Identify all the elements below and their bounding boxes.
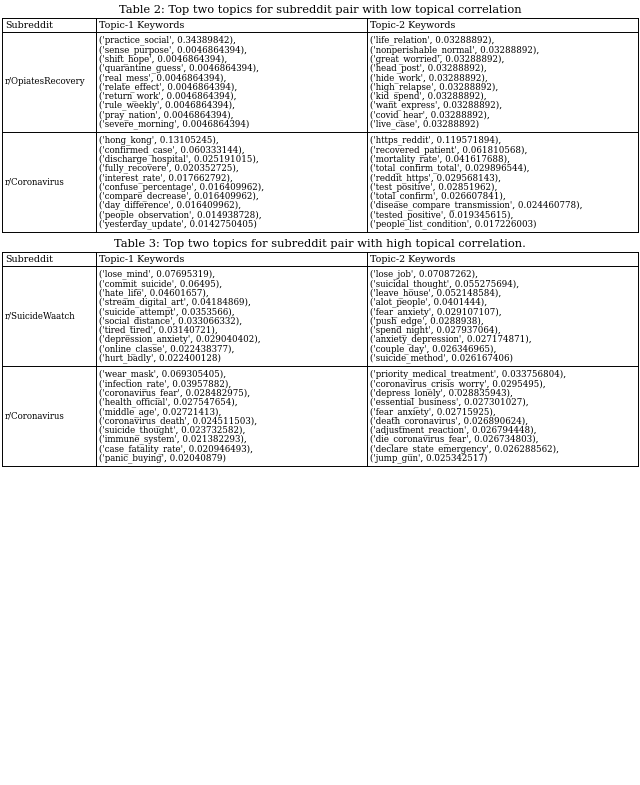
Text: ('want_express', 0.03288892),: ('want_express', 0.03288892), bbox=[370, 100, 502, 111]
Text: ('quarantine_guess', 0.0046864394),: ('quarantine_guess', 0.0046864394), bbox=[99, 64, 259, 73]
Text: ('jump_gun', 0.025342517): ('jump_gun', 0.025342517) bbox=[370, 453, 488, 463]
Text: ('severe_morning', 0.0046864394): ('severe_morning', 0.0046864394) bbox=[99, 119, 250, 129]
Text: ('stream_digital_art', 0.04184869),: ('stream_digital_art', 0.04184869), bbox=[99, 298, 251, 307]
Text: ('wear_mask', 0.069305405),: ('wear_mask', 0.069305405), bbox=[99, 370, 227, 379]
Text: ('immune_system', 0.021382293),: ('immune_system', 0.021382293), bbox=[99, 435, 247, 444]
Text: Subreddit: Subreddit bbox=[5, 254, 53, 264]
Text: ('nonperishable_normal', 0.03288892),: ('nonperishable_normal', 0.03288892), bbox=[370, 45, 540, 55]
Text: ('lose_job', 0.07087262),: ('lose_job', 0.07087262), bbox=[370, 269, 478, 279]
Text: ('discharge_hospital', 0.025191015),: ('discharge_hospital', 0.025191015), bbox=[99, 154, 259, 164]
Text: ('die_coronavirus_fear', 0.026734803),: ('die_coronavirus_fear', 0.026734803), bbox=[370, 435, 539, 444]
Text: ('sense_purpose', 0.0046864394),: ('sense_purpose', 0.0046864394), bbox=[99, 45, 247, 55]
Text: r/SuicideWaatch: r/SuicideWaatch bbox=[5, 312, 76, 320]
Text: ('depress_lonely', 0.028835943),: ('depress_lonely', 0.028835943), bbox=[370, 388, 513, 398]
Text: ('relate_effect', 0.0046864394),: ('relate_effect', 0.0046864394), bbox=[99, 82, 237, 92]
Text: ('coronavirus_crisis_worry', 0.0295495),: ('coronavirus_crisis_worry', 0.0295495), bbox=[370, 379, 546, 389]
Text: r/Coronavirus: r/Coronavirus bbox=[5, 177, 65, 187]
Text: ('confuse_percentage', 0.016409962),: ('confuse_percentage', 0.016409962), bbox=[99, 182, 264, 192]
Text: ('rule_weekly', 0.0046864394),: ('rule_weekly', 0.0046864394), bbox=[99, 100, 235, 111]
Text: ('disease_compare_transmission', 0.024460778),: ('disease_compare_transmission', 0.02446… bbox=[370, 201, 582, 210]
Text: ('anxiety_depression', 0.027174871),: ('anxiety_depression', 0.027174871), bbox=[370, 334, 532, 345]
Text: ('panic_buying', 0.02040879): ('panic_buying', 0.02040879) bbox=[99, 453, 226, 463]
Text: ('couple_day', 0.026346965),: ('couple_day', 0.026346965), bbox=[370, 344, 497, 354]
Text: ('suicide_method', 0.026167406): ('suicide_method', 0.026167406) bbox=[370, 353, 513, 363]
Text: Table 3: Top two topics for subreddit pair with high topical correlation.: Table 3: Top two topics for subreddit pa… bbox=[114, 239, 526, 249]
Text: ('lose_mind', 0.07695319),: ('lose_mind', 0.07695319), bbox=[99, 269, 215, 279]
Text: ('fear_anxiety', 0.02715925),: ('fear_anxiety', 0.02715925), bbox=[370, 407, 496, 417]
Text: ('coronavirus_death', 0.024511503),: ('coronavirus_death', 0.024511503), bbox=[99, 416, 257, 425]
Text: ('confirmed_case', 0.060333144),: ('confirmed_case', 0.060333144), bbox=[99, 144, 244, 155]
Text: ('case_fatality_rate', 0.020946493),: ('case_fatality_rate', 0.020946493), bbox=[99, 444, 253, 454]
Text: Topic-1 Keywords: Topic-1 Keywords bbox=[99, 20, 184, 30]
Text: ('covid_hear', 0.03288892),: ('covid_hear', 0.03288892), bbox=[370, 110, 490, 119]
Text: ('hurt_badly', 0.022400128): ('hurt_badly', 0.022400128) bbox=[99, 353, 221, 363]
Text: ('adjustment_reaction', 0.026794448),: ('adjustment_reaction', 0.026794448), bbox=[370, 425, 536, 435]
Text: Table 2: Top two topics for subreddit pair with low topical correlation: Table 2: Top two topics for subreddit pa… bbox=[118, 5, 522, 15]
Text: ('health_official', 0.027547654),: ('health_official', 0.027547654), bbox=[99, 397, 237, 407]
Text: ('fully_recovere', 0.020352725),: ('fully_recovere', 0.020352725), bbox=[99, 163, 239, 173]
Text: ('people_list_condition', 0.017226003): ('people_list_condition', 0.017226003) bbox=[370, 219, 536, 229]
Text: ('tired_tired', 0.03140721),: ('tired_tired', 0.03140721), bbox=[99, 325, 218, 335]
Text: ('push_edge', 0.0288938),: ('push_edge', 0.0288938), bbox=[370, 316, 484, 326]
Text: Topic-1 Keywords: Topic-1 Keywords bbox=[99, 254, 184, 264]
Text: ('great_worried', 0.03288892),: ('great_worried', 0.03288892), bbox=[370, 54, 504, 64]
Text: ('declare_state_emergency', 0.026288562),: ('declare_state_emergency', 0.026288562)… bbox=[370, 444, 559, 454]
Text: ('life_relation', 0.03288892),: ('life_relation', 0.03288892), bbox=[370, 35, 495, 46]
Text: ('middle_age', 0.02721413),: ('middle_age', 0.02721413), bbox=[99, 407, 221, 417]
Text: ('day_difference', 0.016409962),: ('day_difference', 0.016409962), bbox=[99, 201, 241, 210]
Text: ('kid_spend', 0.03288892),: ('kid_spend', 0.03288892), bbox=[370, 91, 486, 101]
Text: ('spend_night', 0.027937064),: ('spend_night', 0.027937064), bbox=[370, 325, 501, 335]
Text: ('test_positive', 0.02851962),: ('test_positive', 0.02851962), bbox=[370, 182, 497, 192]
Text: ('hide_work', 0.03288892),: ('hide_work', 0.03288892), bbox=[370, 73, 488, 82]
Text: ('priority_medical_treatment', 0.033756804),: ('priority_medical_treatment', 0.0337568… bbox=[370, 370, 566, 379]
Text: ('yesterday_update', 0.0142750405): ('yesterday_update', 0.0142750405) bbox=[99, 219, 257, 229]
Text: ('people_observation', 0.014938728),: ('people_observation', 0.014938728), bbox=[99, 210, 262, 220]
Text: ('compare_decrease', 0.016409962),: ('compare_decrease', 0.016409962), bbox=[99, 192, 259, 201]
Text: ('suicidal_thought', 0.055275694),: ('suicidal_thought', 0.055275694), bbox=[370, 279, 519, 289]
Text: ('high_relapse', 0.03288892),: ('high_relapse', 0.03288892), bbox=[370, 82, 499, 92]
Text: ('hate_life', 0.04601657),: ('hate_life', 0.04601657), bbox=[99, 288, 209, 298]
Text: ('reddit_https', 0.029568143),: ('reddit_https', 0.029568143), bbox=[370, 173, 501, 183]
Text: ('depression_anxiety', 0.029040402),: ('depression_anxiety', 0.029040402), bbox=[99, 334, 260, 345]
Text: ('commit_suicide', 0.06495),: ('commit_suicide', 0.06495), bbox=[99, 279, 222, 289]
Text: ('tested_positive', 0.019345615),: ('tested_positive', 0.019345615), bbox=[370, 210, 513, 220]
Text: ('suicide_attempt', 0.0353566),: ('suicide_attempt', 0.0353566), bbox=[99, 307, 235, 316]
Text: ('mortality_rate', 0.041617688),: ('mortality_rate', 0.041617688), bbox=[370, 154, 510, 164]
Text: ('alot_people', 0.0401444),: ('alot_people', 0.0401444), bbox=[370, 298, 487, 307]
Text: ('online_classe', 0.022438377),: ('online_classe', 0.022438377), bbox=[99, 344, 234, 354]
Text: ('return_work', 0.0046864394),: ('return_work', 0.0046864394), bbox=[99, 91, 237, 101]
Text: ('coronavirus_fear', 0.028482975),: ('coronavirus_fear', 0.028482975), bbox=[99, 388, 250, 398]
Text: ('total_confirm', 0.026607841),: ('total_confirm', 0.026607841), bbox=[370, 192, 506, 201]
Text: ('live_case', 0.03288892): ('live_case', 0.03288892) bbox=[370, 119, 479, 129]
Text: Topic-2 Keywords: Topic-2 Keywords bbox=[370, 254, 456, 264]
Text: ('fear_anxiety', 0.029107107),: ('fear_anxiety', 0.029107107), bbox=[370, 307, 502, 316]
Text: ('pray_nation', 0.0046864394),: ('pray_nation', 0.0046864394), bbox=[99, 110, 234, 119]
Text: ('leave_house', 0.052148584),: ('leave_house', 0.052148584), bbox=[370, 288, 501, 298]
Text: ('hong_kong', 0.13105245),: ('hong_kong', 0.13105245), bbox=[99, 136, 219, 145]
Text: ('total_confirm_total', 0.029896544),: ('total_confirm_total', 0.029896544), bbox=[370, 163, 529, 173]
Text: ('essential_business', 0.027301027),: ('essential_business', 0.027301027), bbox=[370, 397, 529, 407]
Text: ('practice_social', 0.34389842),: ('practice_social', 0.34389842), bbox=[99, 35, 236, 46]
Text: ('social_distance', 0.033066332),: ('social_distance', 0.033066332), bbox=[99, 316, 243, 326]
Text: Subreddit: Subreddit bbox=[5, 20, 53, 30]
Text: ('interest_rate', 0.017662792),: ('interest_rate', 0.017662792), bbox=[99, 173, 233, 183]
Text: r/OpiatesRecovery: r/OpiatesRecovery bbox=[5, 78, 86, 86]
Text: ('death_coronavirus', 0.026890624),: ('death_coronavirus', 0.026890624), bbox=[370, 416, 528, 425]
Text: r/Coronavirus: r/Coronavirus bbox=[5, 411, 65, 421]
Text: Topic-2 Keywords: Topic-2 Keywords bbox=[370, 20, 456, 30]
Text: ('recovered_patient', 0.061810568),: ('recovered_patient', 0.061810568), bbox=[370, 144, 527, 155]
Text: ('suicide_thought', 0.023732582),: ('suicide_thought', 0.023732582), bbox=[99, 425, 246, 435]
Text: ('real_mess', 0.0046864394),: ('real_mess', 0.0046864394), bbox=[99, 73, 227, 82]
Text: ('https_reddit', 0.119571894),: ('https_reddit', 0.119571894), bbox=[370, 136, 501, 145]
Text: ('infection_rate', 0.03957882),: ('infection_rate', 0.03957882), bbox=[99, 379, 232, 389]
Text: ('shift_hope', 0.0046864394),: ('shift_hope', 0.0046864394), bbox=[99, 54, 227, 64]
Text: ('head_post', 0.03288892),: ('head_post', 0.03288892), bbox=[370, 64, 487, 73]
